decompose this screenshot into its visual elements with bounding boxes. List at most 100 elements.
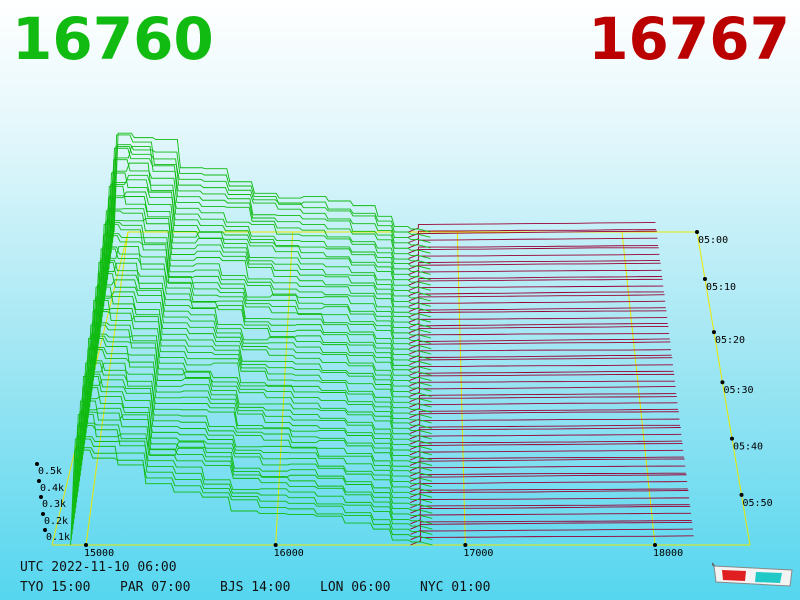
- time-tick-marker: [695, 230, 699, 234]
- time-tick-label: 05:00: [698, 235, 728, 246]
- 3d-glasses-icon[interactable]: [712, 560, 794, 590]
- ask-depth-line: [410, 497, 690, 509]
- ask-depth-lines: [408, 222, 694, 546]
- bid-depth-line: [87, 333, 432, 424]
- price-tick-marker: [273, 543, 278, 547]
- bid-depth-line: [95, 262, 432, 366]
- bid-depth-line: [83, 349, 432, 450]
- ask-depth-line: [409, 433, 682, 445]
- volume-tick-label: 0.5k: [38, 466, 62, 477]
- bid-depth-line: [99, 223, 432, 334]
- time-tick-marker: [720, 380, 725, 385]
- volume-tick-label: 0.3k: [42, 499, 66, 510]
- utc-timestamp: UTC 2022-11-10 06:00: [20, 560, 177, 575]
- volume-tick-marker: [41, 512, 45, 516]
- bid-depth-line: [84, 338, 432, 445]
- ask-depth-line: [409, 370, 674, 381]
- ask-depth-line: [408, 285, 664, 297]
- ask-depth-line: [409, 349, 672, 360]
- bid-depth-line: [77, 396, 433, 493]
- bid-depth-line: [81, 362, 433, 466]
- bid-depth-line: [73, 414, 433, 519]
- price-tick-marker: [84, 543, 88, 547]
- bid-depth-line: [106, 179, 431, 286]
- ask-depth-line: [409, 396, 677, 408]
- bid-depth-line: [112, 144, 431, 238]
- ask-depth-line: [409, 380, 675, 392]
- time-tick-label: 05:20: [715, 335, 745, 346]
- bid-depth-line: [100, 233, 432, 328]
- bid-depth-line: [79, 379, 433, 477]
- ask-price: 16767: [588, 5, 790, 73]
- ask-depth-line: [409, 465, 686, 477]
- bid-depth-line: [98, 246, 432, 344]
- time-tick-label: 05:50: [743, 498, 773, 509]
- bid-depth-line: [98, 235, 432, 339]
- ask-depth-line: [408, 317, 668, 328]
- ask-depth-line: [409, 373, 675, 387]
- bid-depth-line: [75, 411, 433, 509]
- bid-depth-line: [90, 308, 432, 403]
- bid-depth-line: [91, 286, 432, 392]
- bid-depth-lines: [70, 132, 433, 546]
- bid-depth-line: [109, 159, 431, 265]
- tz-tokyo: TYO 15:00: [20, 580, 91, 595]
- ask-depth-line: [410, 506, 691, 519]
- bid-depth-line: [113, 132, 431, 233]
- volume-tick-marker: [39, 495, 43, 499]
- bid-depth-line: [72, 436, 433, 530]
- ask-depth-line: [409, 357, 673, 371]
- price-tick-label: 15000: [84, 548, 114, 559]
- ask-depth-line: [409, 418, 680, 429]
- ask-depth-line: [408, 294, 665, 307]
- ask-depth-line: [409, 458, 685, 472]
- bid-depth-line: [103, 208, 431, 307]
- bid-depth-line: [70, 449, 433, 546]
- grid-line-18000: [621, 231, 656, 546]
- ask-depth-line: [408, 253, 660, 265]
- bid-depth-line: [86, 324, 432, 429]
- bid-depth-line: [110, 145, 431, 254]
- bid-depth-line: [105, 191, 431, 291]
- time-tick-marker: [711, 330, 716, 335]
- bid-depth-line: [107, 172, 431, 281]
- bid-depth-line: [80, 373, 433, 472]
- volume-tick-marker: [37, 479, 41, 483]
- ask-depth-line: [409, 364, 673, 376]
- ask-depth-line: [409, 443, 683, 456]
- bid-depth-line: [89, 299, 432, 408]
- bid-depth-line: [74, 422, 433, 514]
- ask-depth-line: [409, 338, 670, 350]
- tz-beijing: BJS 14:00: [220, 580, 291, 595]
- ask-depth-line: [409, 427, 681, 440]
- price-tick-marker: [653, 543, 657, 547]
- bid-depth-line: [96, 248, 432, 355]
- grid-right-edge: [696, 231, 751, 546]
- bid-depth-line: [79, 376, 433, 482]
- bid-depth-line: [82, 360, 432, 456]
- ask-depth-line: [409, 385, 676, 397]
- bid-depth-line: [84, 346, 432, 440]
- bid-depth-line: [93, 279, 432, 381]
- price-tick-label: 16000: [274, 548, 304, 559]
- bid-depth-line: [93, 273, 432, 376]
- volume-tick-label: 0.1k: [46, 532, 70, 543]
- grid-line-15000: [85, 231, 129, 546]
- bid-depth-line: [90, 296, 432, 397]
- ask-depth-line: [408, 300, 666, 312]
- ask-depth-line: [409, 341, 671, 355]
- price-tick-marker: [463, 543, 468, 547]
- ask-depth-line: [410, 519, 692, 530]
- time-tick-marker: [739, 492, 744, 497]
- grid-line-16000: [275, 231, 294, 546]
- axis-labels: 15000 16000 17000 18000 05:00 05:10 05:20 05:30…: [35, 230, 773, 559]
- tz-london: LON 06:00: [320, 580, 391, 595]
- bid-depth-line: [104, 196, 431, 302]
- tz-paris: PAR 07:00: [120, 580, 191, 595]
- bid-depth-line: [109, 147, 431, 259]
- bid-depth-line: [85, 335, 432, 435]
- bid-depth-line: [76, 407, 433, 498]
- ask-depth-line: [408, 278, 663, 291]
- volume-tick-marker: [43, 528, 47, 532]
- volume-tick-marker: [35, 462, 39, 466]
